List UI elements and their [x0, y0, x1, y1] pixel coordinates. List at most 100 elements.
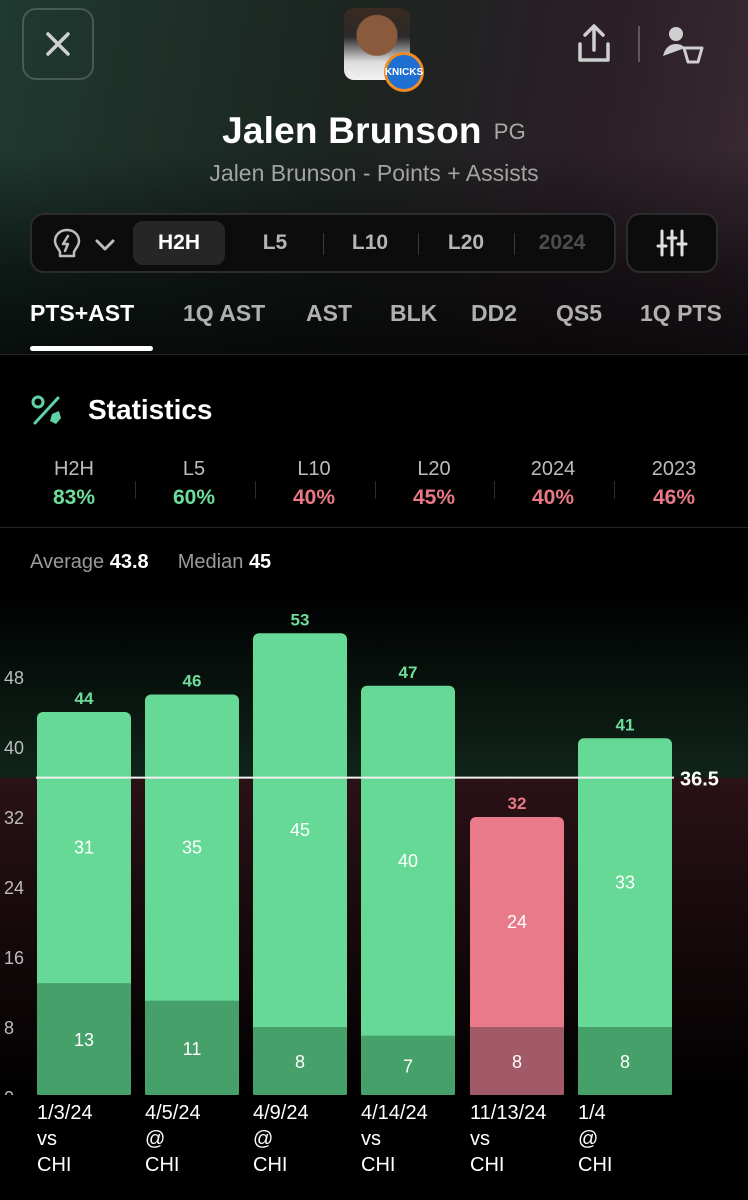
y-tick-label: 24 [4, 878, 24, 898]
stat-label: 2023 [651, 458, 697, 480]
bar-points-segment [470, 817, 564, 1033]
tabs-divider [0, 354, 748, 355]
player-follow-icon [663, 27, 704, 64]
percent-icon [31, 395, 61, 425]
statistics-title: Statistics [88, 394, 213, 425]
player-avatar-group: KNICKS [344, 8, 424, 92]
median-value: 45 [248, 551, 272, 573]
stat-label: H2H [53, 458, 94, 480]
prop-line-label: 36.5 [680, 769, 719, 791]
bar-assists-segment [145, 1000, 239, 1095]
average-value: 43.8 [109, 551, 149, 573]
x-axis-game-label: 1/4 @ CHI [578, 1102, 613, 1176]
stat-separator [494, 481, 495, 499]
bar-segment-joint [37, 983, 131, 990]
x-axis-game-label: 4/14/24 vs CHI [361, 1102, 428, 1176]
stat-h2h: H2H 83% [14, 455, 134, 513]
filter-tab-l20[interactable]: L20 [447, 231, 485, 254]
y-tick-label: 48 [4, 668, 24, 688]
stat-separator [375, 481, 376, 499]
player-name: Jalen Brunson PG [0, 110, 748, 152]
stat-value: 40% [531, 486, 575, 509]
bar-assists-label: 7 [403, 1056, 413, 1076]
bar-segment-joint [578, 1027, 672, 1033]
bar-assists-label: 8 [620, 1052, 630, 1072]
close-button[interactable] [22, 8, 94, 80]
stat-value: 45% [412, 486, 456, 509]
tab-1q-pts[interactable]: 1Q PTS [640, 300, 722, 326]
stat-2024: 2024 40% [493, 455, 613, 513]
insight-dropdown[interactable] [50, 227, 130, 261]
section-divider [0, 527, 748, 528]
lightbulb-bolt-icon [53, 228, 81, 258]
tab-qs5[interactable]: QS5 [556, 300, 603, 326]
tab-ast[interactable]: AST [306, 300, 352, 326]
y-tick-label: 8 [4, 1018, 14, 1038]
stat-value: 40% [292, 486, 336, 509]
bar-points-segment [37, 712, 131, 990]
bar-segment-joint [361, 1035, 455, 1042]
bar-total-label: 41 [616, 715, 635, 734]
bar-points-label: 33 [615, 873, 635, 893]
bar-total-label: 46 [183, 672, 202, 691]
x-axis-game-label: 1/3/24 vs CHI [37, 1102, 93, 1176]
share-icon [578, 24, 610, 62]
bar-points-label: 31 [74, 838, 94, 858]
stat-value: 83% [52, 486, 96, 509]
chart-settings-button[interactable] [626, 213, 718, 273]
tab-dd2[interactable]: DD2 [471, 300, 518, 326]
stat-label: 2024 [530, 458, 576, 480]
bar-assists-segment [253, 1027, 347, 1095]
statistics-grid: H2H 83% L5 60% L10 40% L20 45% 2024 40% … [0, 455, 748, 515]
bar-chart-svg: 0 8 16 24 32 40 48 31 13 44 35 11 46 45 8 53 40 7 47 24 8 32 3… [0, 590, 748, 1095]
y-tick-label: 16 [4, 948, 24, 968]
sliders-icon [656, 229, 688, 257]
tab-1q-ast[interactable]: 1Q AST [183, 300, 266, 326]
share-button[interactable] [574, 22, 614, 66]
bar-points-label: 24 [507, 912, 527, 932]
active-tab-indicator [30, 346, 153, 351]
bar-points-segment [578, 738, 672, 1033]
stat-l20: L20 45% [374, 455, 494, 513]
filter-tab-2024[interactable]: 2024 [538, 231, 586, 254]
stat-label: L5 [182, 458, 206, 480]
bar-total-label: 53 [291, 610, 310, 629]
bar-assists-label: 8 [512, 1052, 522, 1072]
bar-points-segment [253, 633, 347, 1033]
tab-pts-ast[interactable]: PTS+AST [30, 300, 135, 326]
filter-tab-l10[interactable]: L10 [351, 231, 389, 254]
average-median-summary: Average 43.8 Median 45 [30, 551, 271, 574]
stat-separator [614, 481, 615, 499]
bar-assists-label: 11 [183, 1039, 202, 1059]
player-name-text: Jalen Brunson [222, 110, 482, 151]
bar-assists-label: 13 [74, 1030, 94, 1050]
stat-value: 60% [172, 486, 216, 509]
bar-points-label: 35 [182, 838, 202, 858]
filter-tab-h2h[interactable]: H2H [133, 221, 225, 265]
stat-l10: L10 40% [254, 455, 374, 513]
y-tick-label: 40 [4, 738, 24, 758]
header-divider [638, 26, 640, 62]
player-follow-button[interactable] [660, 22, 706, 66]
x-axis-game-label: 11/13/24 vs CHI [470, 1102, 547, 1176]
tab-blk[interactable]: BLK [390, 300, 438, 326]
bar-assists-segment [578, 1027, 672, 1095]
stat-value: 46% [652, 486, 696, 509]
filter-tab-l5[interactable]: L5 [262, 231, 288, 254]
stat-separator [135, 481, 136, 499]
stat-separator [255, 481, 256, 499]
market-tabs: PTS+AST 1Q AST AST BLK DD2 QS5 1Q PTS [0, 296, 748, 354]
stat-2023: 2023 46% [614, 455, 734, 513]
stat-label: L10 [297, 458, 331, 480]
bar-assists-label: 8 [295, 1052, 305, 1072]
median-label: Median [177, 551, 244, 573]
bar-assists-segment [361, 1035, 455, 1095]
bar-total-label: 32 [508, 794, 527, 813]
bar-total-label: 47 [399, 663, 418, 682]
stat-label: L20 [417, 458, 451, 480]
bar-assists-segment [470, 1027, 564, 1095]
bar-points-label: 40 [398, 851, 418, 871]
bar-total-label: 44 [75, 689, 94, 708]
filter-separator [323, 233, 324, 255]
bar-segment-joint [253, 1027, 347, 1033]
